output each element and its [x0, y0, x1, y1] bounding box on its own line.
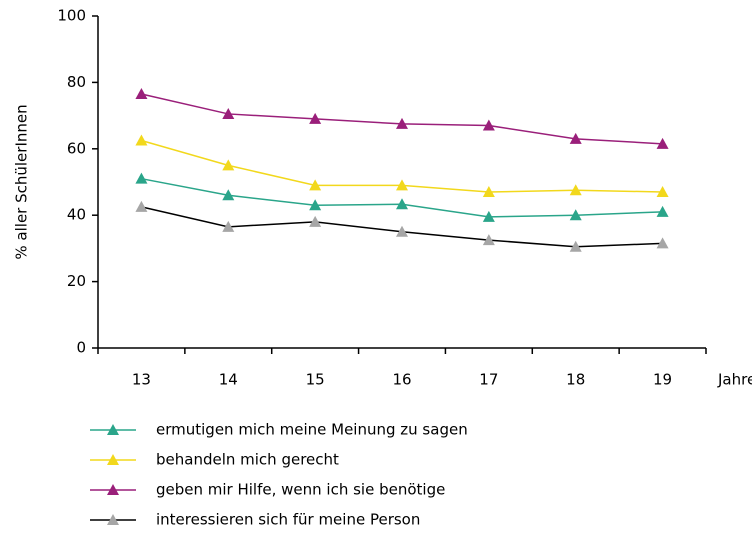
marker: [135, 200, 148, 212]
marker: [656, 185, 669, 197]
y-tick-label: 0: [76, 339, 86, 357]
x-axis-label: Jahre: [717, 371, 752, 389]
legend-marker: [107, 484, 119, 495]
x-tick-label: 17: [479, 371, 498, 389]
legend-label: interessieren sich für meine Person: [156, 511, 420, 529]
marker: [482, 119, 495, 131]
marker: [569, 184, 582, 196]
x-tick-label: 15: [306, 371, 325, 389]
marker: [135, 88, 148, 100]
legend-label: behandeln mich gerecht: [156, 451, 339, 469]
marker: [656, 137, 669, 149]
marker: [482, 210, 495, 222]
marker: [135, 134, 148, 146]
x-tick-label: 16: [392, 371, 411, 389]
marker: [222, 220, 235, 232]
marker: [309, 179, 322, 191]
marker: [569, 240, 582, 252]
y-tick-label: 60: [67, 139, 86, 157]
marker: [656, 205, 669, 217]
x-tick-label: 19: [653, 371, 672, 389]
marker: [396, 198, 408, 210]
marker: [222, 107, 235, 119]
y-tick-label: 80: [67, 73, 86, 91]
marker: [309, 215, 322, 227]
legend-marker: [107, 454, 119, 465]
x-tick-label: 13: [132, 371, 151, 389]
marker: [396, 225, 408, 237]
y-tick-label: 40: [67, 206, 86, 224]
x-tick-label: 18: [566, 371, 585, 389]
legend-label: ermutigen mich meine Meinung zu sagen: [156, 421, 468, 439]
legend-marker: [107, 424, 119, 435]
marker: [135, 172, 148, 184]
marker: [482, 234, 495, 246]
y-axis-label: % aller SchülerInnen: [13, 104, 31, 259]
marker: [656, 237, 669, 249]
legend-marker: [107, 514, 119, 525]
y-tick-label: 20: [67, 272, 86, 290]
marker: [396, 117, 408, 129]
marker: [569, 209, 582, 221]
marker: [569, 132, 582, 144]
marker: [309, 199, 322, 211]
y-tick-label: 100: [57, 7, 86, 25]
marker: [309, 112, 322, 124]
marker: [222, 159, 235, 171]
marker: [396, 179, 408, 191]
x-tick-label: 14: [219, 371, 238, 389]
marker: [482, 185, 495, 197]
legend-label: geben mir Hilfe, wenn ich sie benötige: [156, 481, 445, 499]
marker: [222, 189, 235, 201]
